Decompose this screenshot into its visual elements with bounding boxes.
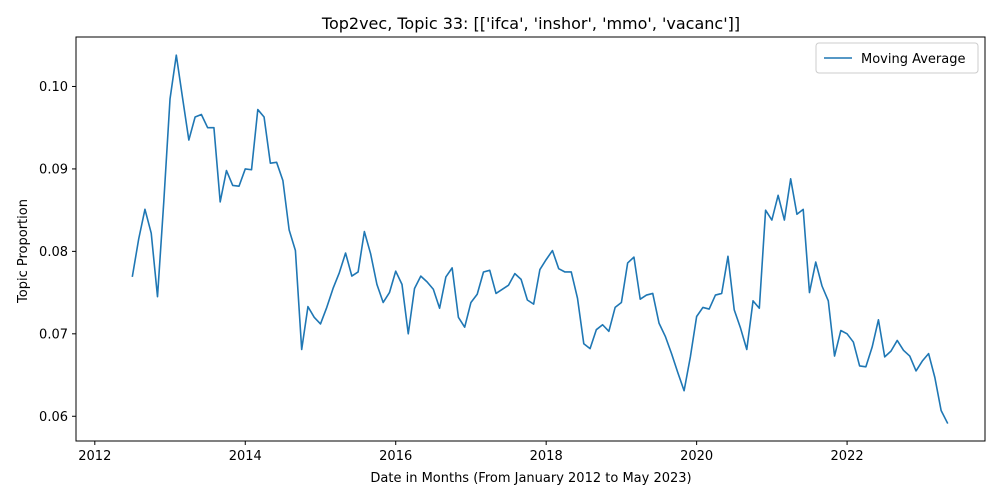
x-tick-label: 2016 bbox=[379, 449, 412, 464]
plot-frame bbox=[75, 36, 986, 442]
x-axis-title: Date in Months (From January 2012 to May… bbox=[370, 471, 691, 486]
plot-area bbox=[75, 36, 986, 442]
y-tick-label: 0.10 bbox=[39, 80, 68, 95]
chart-title: Top2vec, Topic 33: [['ifca', 'inshor', '… bbox=[321, 14, 740, 33]
x-tick-label: 2022 bbox=[831, 449, 864, 464]
x-tick-label: 2020 bbox=[680, 449, 713, 464]
y-tick-label: 0.09 bbox=[39, 162, 68, 177]
x-axis: 2012 2014 2016 2018 2020 2022 bbox=[78, 441, 864, 464]
legend-label: Moving Average bbox=[861, 52, 965, 67]
legend: Moving Average bbox=[815, 42, 979, 74]
y-tick-label: 0.07 bbox=[39, 327, 68, 342]
x-tick-label: 2018 bbox=[530, 449, 563, 464]
x-tick-label: 2012 bbox=[78, 449, 111, 464]
y-axis-title: Topic Proportion bbox=[16, 199, 31, 304]
legend-box bbox=[815, 42, 979, 74]
y-tick-label: 0.06 bbox=[39, 410, 68, 425]
y-axis: 0.06 0.07 0.08 0.09 0.10 bbox=[39, 80, 76, 425]
y-tick-label: 0.08 bbox=[39, 245, 68, 260]
series-line-0 bbox=[131, 54, 949, 424]
x-tick-label: 2014 bbox=[229, 449, 262, 464]
